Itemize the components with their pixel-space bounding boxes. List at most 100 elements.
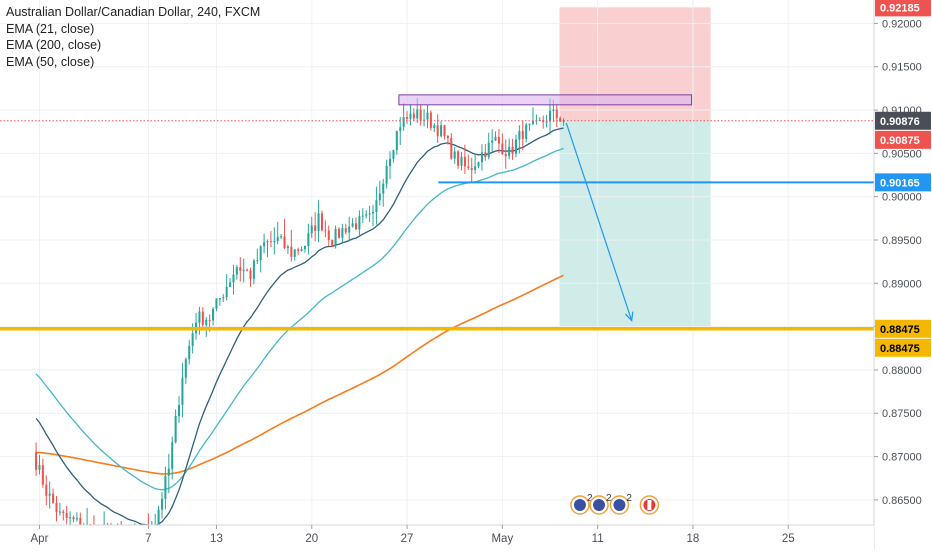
ema-21-line — [35, 127, 564, 527]
candle-122 — [450, 133, 453, 160]
event-icon-ca[interactable] — [639, 495, 660, 515]
y-tick-label: 0.86500 — [882, 495, 922, 507]
candle-91 — [344, 223, 347, 235]
candle-body — [280, 236, 283, 238]
event-icon-au-2[interactable]: 2 — [609, 493, 632, 515]
candle-109 — [406, 111, 409, 124]
candle-body — [286, 246, 289, 249]
candle-62 — [246, 268, 249, 272]
candle-body — [484, 152, 487, 158]
candle-body — [273, 240, 276, 242]
candle-body — [555, 109, 558, 119]
candle-body — [317, 213, 320, 231]
candle-50 — [205, 316, 208, 337]
candle-83 — [317, 200, 320, 243]
candle-body — [375, 200, 378, 212]
grid — [0, 0, 874, 525]
candle-body — [314, 225, 317, 231]
candle-body — [371, 211, 375, 214]
candle-73 — [283, 218, 286, 250]
candle-body — [232, 274, 235, 283]
price-label-support[interactable]: 0.88475 — [875, 319, 931, 338]
candle-body — [385, 165, 388, 184]
candle-39 — [167, 453, 170, 493]
candle-95 — [358, 210, 361, 236]
x-tick-label: May — [491, 533, 513, 545]
y-tick-label: 0.87000 — [882, 452, 922, 464]
indicator-ema-50[interactable]: EMA (50, close) — [6, 54, 95, 69]
candle-body — [552, 109, 555, 111]
price-label-text: 0.88475 — [880, 324, 920, 336]
candle-body — [528, 123, 531, 125]
drawings[interactable] — [0, 94, 874, 331]
event-icon-au-0[interactable]: 2 — [570, 493, 593, 515]
candle-body — [518, 130, 521, 140]
candle-body — [508, 146, 511, 157]
price-label-stop-bid[interactable]: 0.90875 — [875, 130, 931, 149]
candle-67 — [263, 233, 266, 254]
candle-42 — [177, 396, 181, 424]
candle-body — [365, 214, 368, 216]
candle-49 — [201, 307, 204, 327]
candle-body — [303, 245, 306, 250]
candle-79 — [303, 245, 306, 253]
candle-135 — [494, 131, 497, 141]
x-tick-label: 25 — [782, 533, 795, 545]
price-label-support-alt[interactable]: 0.88475 — [875, 338, 931, 357]
candle-111 — [412, 108, 415, 122]
y-tick-label: 0.88000 — [882, 365, 922, 377]
candle-body — [225, 286, 228, 298]
candle-body — [201, 311, 204, 325]
event-icon-au-1[interactable]: 2 — [589, 493, 612, 515]
candle-94 — [354, 217, 358, 230]
candle-body — [382, 183, 385, 194]
candle-127 — [467, 154, 470, 170]
candle-106 — [395, 130, 398, 155]
time-axis-bg — [0, 525, 874, 550]
candle-145 — [528, 123, 531, 131]
candle-body — [491, 140, 494, 143]
candle-69 — [269, 231, 272, 248]
price-label-target[interactable]: 0.90165 — [875, 173, 931, 192]
candle-78 — [300, 246, 303, 252]
indicator-ema-21[interactable]: EMA (21, close) — [6, 21, 95, 36]
projection-arrowhead — [624, 311, 634, 322]
candle-body — [559, 118, 562, 122]
candle-body — [205, 320, 208, 325]
price-label-bg — [875, 173, 931, 192]
x-tick-label: 27 — [401, 533, 414, 545]
candle-41 — [174, 409, 177, 444]
candle-body — [457, 151, 460, 166]
chart-title[interactable]: Australian Dollar/Canadian Dollar, 240, … — [6, 5, 261, 19]
candle-142 — [518, 125, 521, 154]
candle-body — [256, 260, 259, 262]
candle-body — [252, 260, 255, 279]
flag-au-icon — [613, 499, 626, 511]
candle-body — [307, 233, 310, 246]
indicator-ema-200[interactable]: EMA (200, close) — [6, 38, 102, 52]
candle-93 — [351, 218, 354, 228]
y-tick-label: 0.87500 — [882, 408, 922, 420]
candle-0 — [35, 442, 38, 476]
event-icons[interactable]: 2 2 2 — [570, 493, 660, 515]
candle-body — [344, 228, 347, 233]
candle-68 — [266, 239, 269, 258]
candle-body — [215, 298, 218, 309]
price-label-bg — [875, 338, 931, 357]
candle-body — [55, 502, 58, 513]
candle-body — [348, 226, 351, 233]
candle-body — [392, 150, 395, 159]
candle-body — [38, 465, 41, 470]
time-axis[interactable]: Apr 7 13 20 27 May 11 18 25 — [0, 524, 874, 550]
price-label-stop[interactable]: 0.92185 — [875, 0, 931, 17]
candle-body — [310, 225, 313, 234]
price-label-last[interactable]: 0.90876 — [875, 111, 931, 130]
candle-body — [545, 121, 548, 123]
candle-body — [177, 404, 181, 417]
candle-71 — [276, 221, 279, 245]
candle-90 — [341, 223, 344, 243]
candle-body — [416, 109, 419, 119]
price-axis[interactable]: 0.920000.915000.910000.905000.900000.895… — [873, 0, 932, 550]
